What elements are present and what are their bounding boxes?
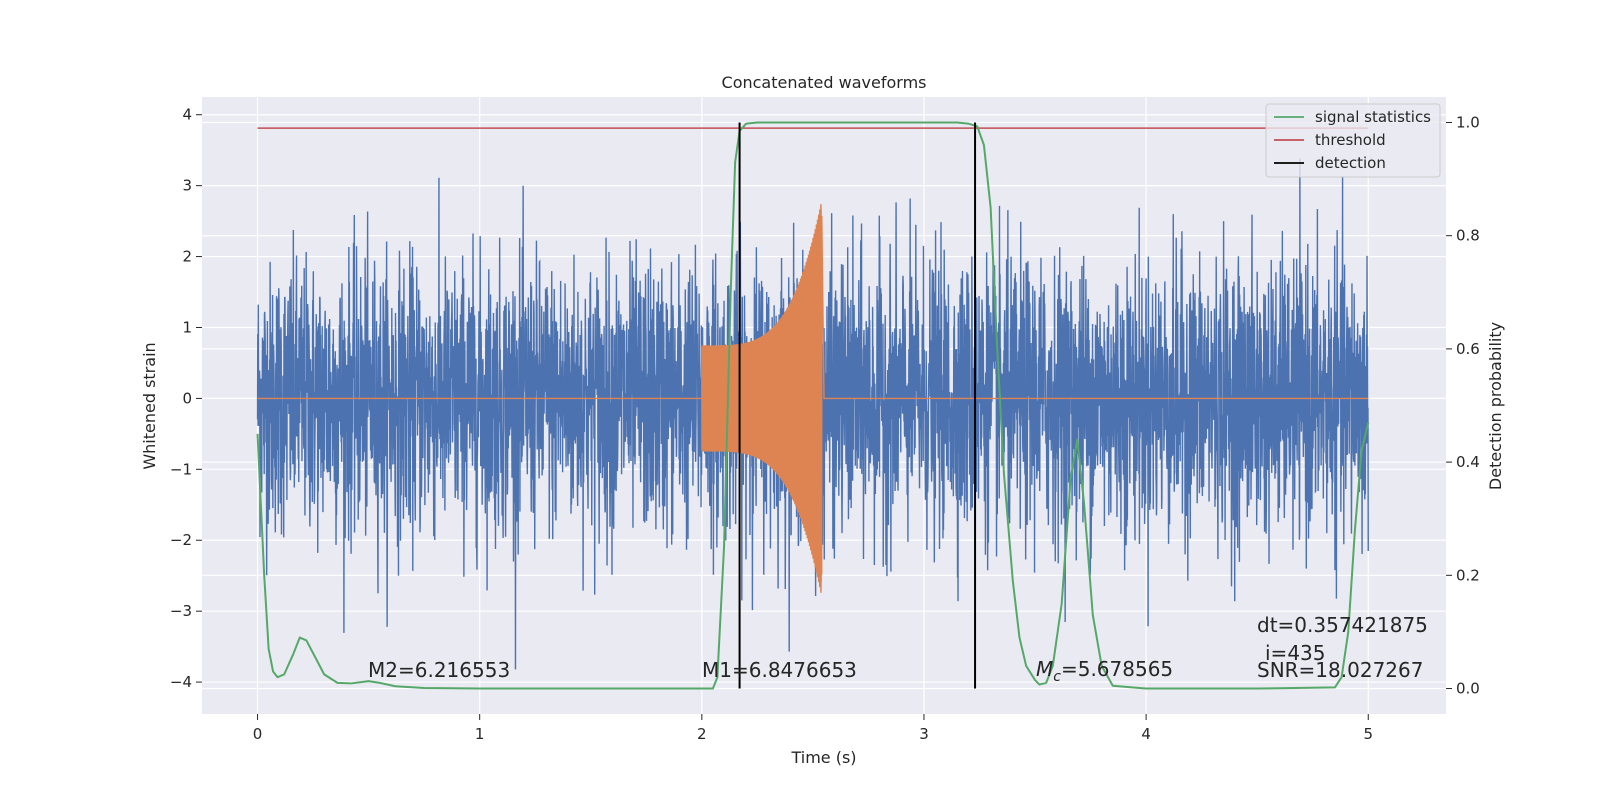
x-tick-label: 3 [919,725,929,743]
x-tick-label: 2 [697,725,707,743]
y2-axis-label: Detection probability [1486,322,1505,490]
x-tick-label: 1 [475,725,485,743]
x-tick-label: 4 [1141,725,1151,743]
y2-tick-label: 0.8 [1456,227,1480,245]
legend-label-signal-statistics: signal statistics [1315,108,1431,126]
y2-tick-label: 0.4 [1456,453,1480,471]
axis-ticks: 0 1 2 3 4 5 −4 −3 −2 −1 0 1 2 3 4 0.0 0.2 0.4 0.6 0.8 1.0 [170,106,1480,743]
y-tick-label: −2 [170,531,192,549]
annotation-mc: Mc=5.678565 [1036,657,1173,685]
x-axis-label: Time (s) [790,748,856,767]
chart-title: Concatenated waveforms [722,73,927,92]
legend-label-threshold: threshold [1315,131,1386,149]
legend-frame [1265,103,1441,178]
annotation-i: i=435 [1265,641,1326,665]
x-tick-label: 5 [1363,725,1373,743]
y-tick-label: 2 [182,248,192,266]
annotation-dt: dt=0.357421875 [1257,613,1428,637]
y2-tick-label: 1.0 [1456,113,1480,131]
annotation-mc-sub: c [1053,669,1061,685]
series-layer [256,121,1370,690]
annotation-snr: SNR=18.027267 [1257,658,1423,682]
y-tick-label: −1 [170,460,192,478]
y-tick-label: −3 [170,602,192,620]
annotation-mc-main: M [1036,657,1053,681]
annotations: M2=6.216553 M1=6.8476653 Mc=5.678565 dt=… [368,613,1428,685]
annotation-m1: M1=6.8476653 [702,658,857,682]
x-tick-label: 0 [253,725,263,743]
signal-statistics-line [256,121,1370,690]
y-tick-label: 4 [182,106,192,124]
y2-tick-label: 0.0 [1456,680,1480,698]
y2-tick-label: 0.6 [1456,340,1480,358]
y-tick-label: −4 [170,673,192,691]
series-injected-chirp-line [257,204,1369,593]
y-tick-label: 3 [182,177,192,195]
y2-tick-label: 0.2 [1456,566,1480,584]
annotation-mc-rest: =5.678565 [1061,657,1173,681]
y-axis-label: Whitened strain [140,342,159,469]
legend: signal statistics threshold detection [1265,103,1441,178]
annotation-m2: M2=6.216553 [368,658,510,682]
legend-label-detection: detection [1315,154,1386,172]
y-tick-label: 0 [182,389,192,407]
y-tick-label: 1 [182,318,192,336]
